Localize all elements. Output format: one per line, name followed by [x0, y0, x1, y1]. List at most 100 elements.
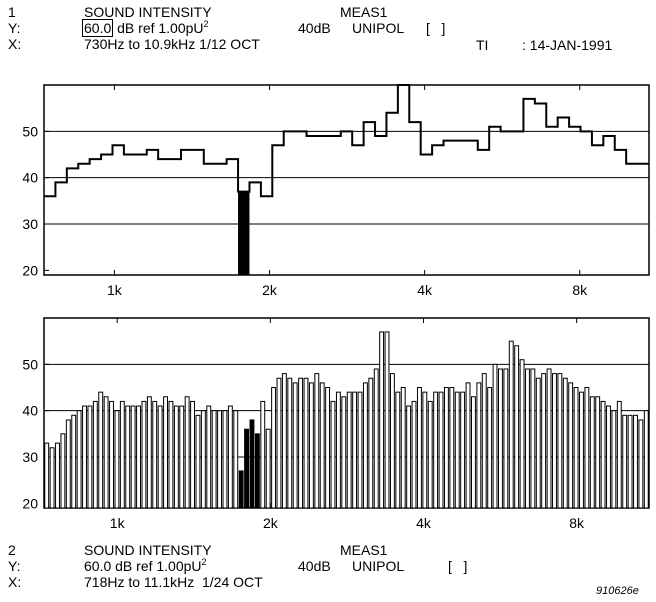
top-x-text: 730Hz to 10.9kHz 1/12 OCT — [84, 36, 260, 52]
bottom-x-tick-label-4k: 4k — [416, 515, 432, 531]
bottom-bar — [519, 359, 525, 509]
bottom-bar — [55, 442, 60, 509]
bottom-bar — [422, 391, 428, 509]
bottom-bar — [438, 391, 444, 509]
bottom-bar — [141, 400, 147, 509]
bottom-meas: MEAS1 — [340, 542, 388, 558]
bottom-bar — [427, 400, 433, 509]
bottom-y-sup: 2 — [201, 557, 207, 567]
bottom-bar — [400, 387, 406, 509]
bottom-x-tick-label-8k: 8k — [569, 515, 585, 531]
bottom-bar — [357, 391, 363, 509]
top-meas: MEAS1 — [340, 4, 388, 20]
bottom-bar — [260, 400, 266, 509]
bottom-bar — [406, 405, 412, 509]
bottom-bar — [616, 400, 622, 509]
bottom-y-tick-label-30: 30 — [22, 449, 38, 465]
bottom-bar — [92, 400, 98, 509]
bottom-bar — [568, 382, 574, 509]
bottom-bar — [460, 391, 466, 509]
bottom-bar — [341, 396, 347, 509]
top-spectrum-panel: 20 30 40 50 1k 2k 4k 8k — [22, 84, 650, 298]
bottom-y-line: 60.0 dB ref 1.00pU2 — [84, 557, 207, 575]
bottom-bar — [476, 382, 482, 509]
bottom-bar — [330, 400, 336, 509]
bottom-mode: UNIPOL — [352, 558, 405, 574]
bottom-bar — [530, 368, 536, 509]
bottom-bar — [346, 391, 352, 509]
bottom-bar — [44, 442, 50, 509]
bottom-bar — [352, 391, 358, 509]
bottom-bar — [535, 377, 541, 509]
bottom-bar — [163, 396, 168, 509]
bottom-bar — [595, 396, 601, 509]
top-step-line — [44, 84, 649, 198]
bottom-bar — [395, 391, 401, 509]
top-x-tick-label-2k: 2k — [262, 282, 278, 298]
top-range: 40dB — [298, 20, 331, 36]
bottom-bar — [454, 391, 460, 509]
bottom-bar — [222, 410, 228, 509]
bottom-bar — [190, 400, 195, 509]
bottom-x-tick-label-2k: 2k — [263, 515, 279, 531]
bottom-bar — [389, 373, 395, 509]
bottom-bar — [541, 373, 547, 509]
bottom-bar — [600, 400, 606, 509]
top-negative-band — [238, 191, 250, 275]
bottom-spectrum-panel: 20 30 40 50 1k 2k 4k 8k — [22, 317, 650, 531]
top-y-sup: 2 — [203, 19, 209, 29]
bottom-y-prefix: Y: — [8, 558, 21, 574]
bottom-bar — [471, 396, 476, 509]
bottom-bar — [103, 396, 109, 509]
bottom-bar — [449, 387, 455, 509]
bottom-bar — [579, 391, 584, 509]
top-y-tick-label-50: 50 — [22, 123, 38, 139]
bottom-bar — [281, 373, 287, 509]
bottom-negative-bar — [244, 428, 250, 509]
bottom-bar — [314, 373, 320, 509]
bottom-y-tick-label-20: 20 — [22, 495, 38, 511]
bottom-bar — [71, 414, 77, 509]
bottom-bar — [211, 410, 217, 509]
top-panel-number: 1 — [8, 4, 16, 20]
bottom-bar — [206, 405, 212, 509]
bottom-bar — [303, 377, 309, 509]
bottom-y-text: 60.0 dB ref 1.00pU — [84, 558, 202, 574]
bottom-x-text: 718Hz to 11.1kHz 1/24 OCT — [84, 574, 263, 590]
top-x-tick-label-1k: 1k — [107, 282, 123, 298]
bottom-bar — [130, 405, 136, 509]
bottom-negative-bar — [249, 419, 255, 509]
bottom-range: 40dB — [298, 558, 331, 574]
bottom-bar — [217, 410, 223, 509]
bottom-y-tick-label-50: 50 — [22, 356, 38, 372]
bottom-bar — [109, 400, 114, 509]
top-mode: UNIPOL — [352, 20, 405, 36]
bottom-bar — [87, 405, 93, 509]
bottom-bar — [492, 363, 498, 509]
bottom-bar — [325, 387, 331, 509]
bottom-bar — [498, 368, 503, 509]
bottom-bar — [589, 396, 595, 509]
bottom-bar — [292, 382, 298, 509]
bottom-negative-bar — [254, 433, 260, 509]
bottom-panel-number: 2 — [8, 542, 16, 558]
bottom-bar — [638, 419, 644, 509]
bottom-bar — [157, 405, 163, 509]
bottom-bar — [373, 368, 379, 509]
bottom-bar — [49, 447, 55, 509]
bottom-bar — [287, 377, 293, 509]
bottom-bar — [362, 382, 368, 509]
top-x-prefix: X: — [8, 36, 22, 52]
bottom-bar — [481, 373, 487, 509]
bottom-bar — [514, 345, 520, 509]
bottom-bar — [611, 410, 617, 509]
bottom-bar — [552, 373, 557, 509]
bottom-bar — [308, 382, 314, 509]
bottom-bar — [265, 428, 271, 509]
bottom-bar — [562, 377, 568, 509]
top-y-ref: dB ref 1.00pU — [117, 20, 204, 36]
top-y-tick-label-40: 40 — [22, 170, 38, 186]
bottom-bar — [233, 410, 239, 509]
bottom-bar — [179, 405, 185, 509]
bottom-bar — [633, 414, 638, 509]
